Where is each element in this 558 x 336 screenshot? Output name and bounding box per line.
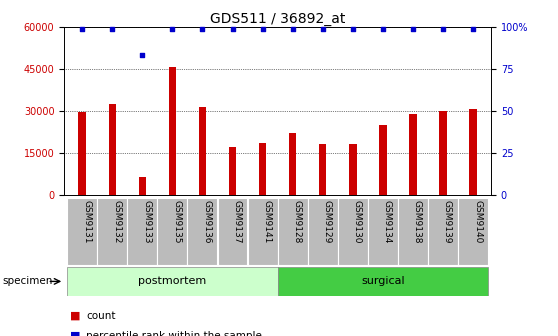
Bar [248, 198, 277, 265]
Text: GSM9135: GSM9135 [172, 200, 181, 244]
Bar [187, 198, 218, 265]
Text: GSM9128: GSM9128 [292, 200, 302, 244]
Text: GSM9134: GSM9134 [383, 200, 392, 244]
Bar [259, 143, 266, 195]
Text: GSM9129: GSM9129 [323, 200, 331, 244]
Point [138, 53, 147, 58]
Bar [319, 144, 326, 195]
Bar [229, 147, 236, 195]
Text: GSM9132: GSM9132 [112, 200, 121, 244]
Bar [439, 111, 447, 195]
Bar [169, 68, 176, 195]
Text: ■: ■ [70, 331, 80, 336]
Bar [289, 133, 296, 195]
Point [168, 26, 177, 31]
Bar [409, 114, 417, 195]
Point [378, 26, 387, 31]
Bar [379, 125, 387, 195]
Point [198, 26, 207, 31]
Text: GSM9130: GSM9130 [353, 200, 362, 244]
Bar [199, 107, 206, 195]
Text: surgical: surgical [361, 277, 405, 286]
Text: percentile rank within the sample: percentile rank within the sample [86, 331, 262, 336]
Title: GDS511 / 36892_at: GDS511 / 36892_at [210, 12, 345, 26]
Point [228, 26, 237, 31]
Bar [157, 198, 187, 265]
Bar [127, 198, 157, 265]
Bar [218, 198, 248, 265]
Point [469, 26, 478, 31]
Bar [307, 198, 338, 265]
Point [408, 26, 417, 31]
Text: GSM9133: GSM9133 [142, 200, 151, 244]
Text: ■: ■ [70, 311, 80, 321]
Bar [368, 198, 398, 265]
Bar [97, 198, 127, 265]
Text: GSM9138: GSM9138 [413, 200, 422, 244]
Bar [428, 198, 458, 265]
Text: GSM9140: GSM9140 [473, 200, 482, 244]
Bar [138, 177, 146, 195]
Point [318, 26, 327, 31]
Point [348, 26, 357, 31]
Point [288, 26, 297, 31]
Text: specimen: specimen [3, 277, 53, 286]
Text: postmortem: postmortem [138, 277, 206, 286]
Point [439, 26, 448, 31]
Bar [469, 110, 477, 195]
Point [108, 26, 117, 31]
Bar [458, 198, 488, 265]
Bar [108, 104, 116, 195]
Bar [67, 267, 278, 296]
Text: GSM9141: GSM9141 [263, 200, 272, 244]
Bar [349, 144, 357, 195]
Text: count: count [86, 311, 116, 321]
Text: GSM9136: GSM9136 [203, 200, 211, 244]
Bar [278, 198, 307, 265]
Text: GSM9131: GSM9131 [82, 200, 91, 244]
Text: GSM9137: GSM9137 [233, 200, 242, 244]
Bar [79, 112, 86, 195]
Bar [398, 198, 428, 265]
Point [258, 26, 267, 31]
Bar [67, 198, 97, 265]
Bar [338, 198, 368, 265]
Point [78, 26, 86, 31]
Bar [278, 267, 488, 296]
Text: GSM9139: GSM9139 [443, 200, 452, 244]
